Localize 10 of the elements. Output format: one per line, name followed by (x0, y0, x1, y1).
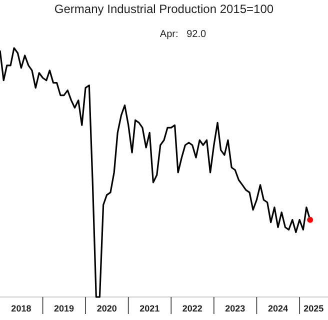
text: Apr: 92.0 (160, 29, 207, 40)
x-tick-label: 2022 (182, 303, 202, 314)
chart-title: Germany Industrial Production 2015=100 (54, 2, 274, 16)
x-tick-label: 2021 (140, 303, 160, 314)
x-tick-label: 2023 (225, 303, 246, 314)
x-tick-label: 2019 (54, 303, 74, 314)
x-tick-label: 2025 (304, 303, 324, 314)
x-tick-label: 2018 (11, 303, 32, 314)
x-tick-label: 2024 (268, 303, 288, 314)
x-tick-label: 2020 (96, 303, 117, 314)
